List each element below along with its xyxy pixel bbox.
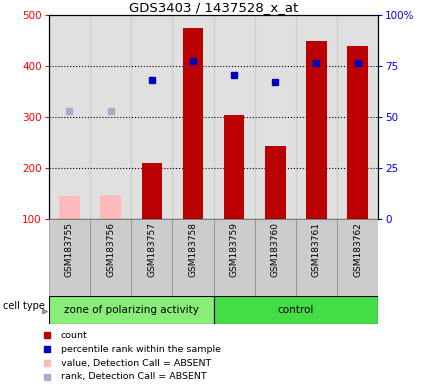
Bar xyxy=(49,219,90,296)
Text: GSM183761: GSM183761 xyxy=(312,222,321,277)
Bar xyxy=(142,163,162,219)
Bar xyxy=(173,15,213,219)
Bar xyxy=(213,296,378,324)
Bar xyxy=(255,15,296,219)
Text: rank, Detection Call = ABSENT: rank, Detection Call = ABSENT xyxy=(61,372,206,381)
Text: control: control xyxy=(278,305,314,315)
Bar xyxy=(173,219,213,296)
Bar xyxy=(265,146,286,219)
Bar xyxy=(296,219,337,296)
Text: value, Detection Call = ABSENT: value, Detection Call = ABSENT xyxy=(61,359,211,367)
Bar xyxy=(90,219,131,296)
Text: zone of polarizing activity: zone of polarizing activity xyxy=(64,305,198,315)
Text: GSM183758: GSM183758 xyxy=(188,222,198,277)
Text: GSM183760: GSM183760 xyxy=(271,222,280,277)
Text: GSM183756: GSM183756 xyxy=(106,222,115,277)
Bar xyxy=(213,15,255,219)
Text: cell type: cell type xyxy=(3,301,45,311)
Bar xyxy=(224,114,244,219)
Bar xyxy=(183,28,203,219)
Text: GSM183762: GSM183762 xyxy=(353,222,362,277)
Bar xyxy=(337,15,378,219)
Bar xyxy=(100,195,121,219)
Bar xyxy=(131,219,173,296)
Bar xyxy=(306,41,327,219)
Bar xyxy=(347,46,368,219)
Text: count: count xyxy=(61,331,88,340)
Text: GSM183757: GSM183757 xyxy=(147,222,156,277)
Bar xyxy=(90,15,131,219)
Bar xyxy=(131,15,173,219)
Bar xyxy=(213,219,255,296)
Bar xyxy=(59,196,80,219)
Bar xyxy=(296,15,337,219)
Text: GSM183759: GSM183759 xyxy=(230,222,239,277)
Text: percentile rank within the sample: percentile rank within the sample xyxy=(61,345,221,354)
Bar xyxy=(337,219,378,296)
Bar xyxy=(49,296,213,324)
Text: GSM183755: GSM183755 xyxy=(65,222,74,277)
Title: GDS3403 / 1437528_x_at: GDS3403 / 1437528_x_at xyxy=(129,1,298,14)
Bar xyxy=(49,15,90,219)
Bar xyxy=(255,219,296,296)
